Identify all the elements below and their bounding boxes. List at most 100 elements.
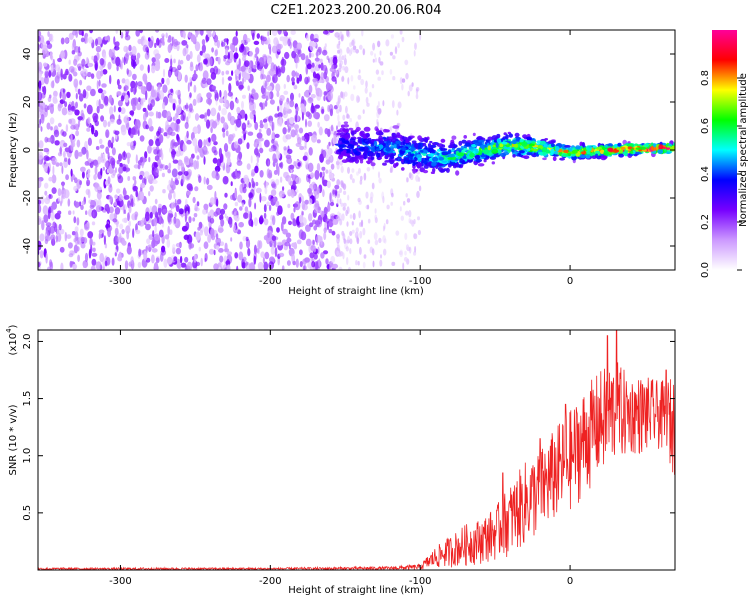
spectrogram-cell: [304, 138, 307, 149]
spectrogram-cell: [94, 165, 98, 176]
spectrogram-cell: [196, 54, 201, 63]
spectrogram-cell: [240, 43, 245, 51]
spectrogram-cell: [326, 180, 331, 189]
spectrogram-cell: [184, 203, 190, 214]
spectrogram-cell: [377, 171, 381, 179]
spectrogram-cell: [338, 137, 343, 141]
spectrogram-cell: [181, 174, 185, 184]
spectrogram-cell: [274, 133, 280, 138]
spectrogram-cell: [91, 221, 96, 226]
spectrogram-cell: [309, 222, 314, 228]
spectrogram-cell: [207, 212, 211, 217]
spectrogram-cell: [147, 244, 153, 251]
spectrogram-cell: [223, 203, 228, 210]
spectrogram-cell: [316, 49, 319, 60]
y-tick-label: -20: [22, 190, 33, 206]
spectrogram-cell: [53, 90, 58, 98]
spectrogram-cell: [242, 94, 246, 99]
spectrogram-cell: [224, 213, 227, 218]
spectrogram-cell: [408, 210, 412, 218]
spectrogram-cell: [204, 257, 207, 263]
spectrogram-cell: [337, 114, 340, 122]
spectrogram-cell: [291, 76, 295, 83]
spectrogram-cell: [38, 80, 42, 89]
spectrogram-cell: [362, 227, 366, 236]
spectrogram-cell: [135, 154, 138, 164]
spectrogram-cell: [167, 44, 172, 54]
spectrogram-cell: [347, 194, 350, 201]
spectrogram-cell: [232, 36, 239, 46]
spectrogram-cell: [340, 202, 344, 207]
spectrogram-cell: [50, 64, 54, 73]
spectrogram-cell: [343, 57, 347, 66]
spectrogram-cell: [112, 170, 116, 176]
spectrogram-cell: [216, 158, 221, 168]
spectrogram-cell: [339, 198, 342, 205]
spectrogram-cell: [188, 103, 193, 112]
spectrogram-cell: [184, 212, 187, 223]
spectrogram-cell: [153, 217, 158, 227]
spectrogram-cell: [82, 89, 87, 99]
spectrogram-cell: [51, 187, 57, 195]
spectrogram-cell: [378, 56, 381, 64]
spectrogram-cell: [399, 206, 402, 212]
spectrogram-cell: [157, 126, 162, 135]
spectrogram-cell: [308, 147, 313, 156]
spectrogram-cell: [463, 135, 468, 139]
spectrogram-cell: [370, 143, 375, 147]
spectrogram-cell: [148, 139, 154, 147]
spectrogram-cell: [325, 169, 329, 174]
spectrogram-cell: [207, 234, 212, 243]
spectrogram-cell: [124, 260, 129, 270]
spectrogram-cell: [161, 77, 165, 85]
spectrogram-cell: [332, 56, 338, 65]
spectrogram-cell: [415, 174, 419, 182]
spectrogram-cell: [136, 103, 142, 111]
spectrogram-cell: [269, 68, 275, 77]
spectrogram-cell: [118, 253, 122, 258]
spectrogram-cell: [267, 160, 270, 167]
spectrogram-cell: [319, 171, 323, 178]
spectrogram-cell: [357, 197, 361, 203]
spectrogram-cell: [287, 148, 293, 155]
spectrogram-cell: [595, 146, 603, 150]
spectrogram-cell: [331, 230, 336, 236]
spectrogram-cell: [349, 117, 352, 123]
spectrogram-cell: [186, 139, 192, 145]
spectrogram-cell: [354, 151, 361, 156]
spectrogram-cell: [307, 162, 314, 173]
spectrogram-cell: [355, 147, 360, 151]
spectrogram-cell: [95, 205, 102, 213]
colorbar-tick-label: 0.6: [700, 118, 711, 134]
spectrogram-cell: [206, 92, 212, 99]
spectrogram-cell: [46, 162, 49, 167]
spectrogram-cell: [203, 156, 206, 165]
spectrogram-cell: [121, 151, 128, 161]
spectrogram-cell: [215, 237, 222, 245]
spectrogram-x-label: Height of straight line (km): [288, 286, 424, 297]
spectrogram-cell: [374, 208, 377, 214]
spectrogram-cell: [526, 136, 533, 141]
spectrogram-cell: [319, 209, 323, 214]
spectrogram-cell: [293, 84, 298, 90]
spectrogram-cell: [242, 256, 247, 262]
spectrogram-cell: [192, 126, 199, 134]
spectrogram-cell: [299, 261, 303, 268]
spectrogram-cell: [363, 126, 371, 132]
spectrogram-cell: [195, 261, 201, 267]
spectrogram-cell: [215, 207, 222, 216]
spectrogram-cell: [234, 252, 239, 259]
spectrogram-cell: [114, 194, 118, 200]
spectrogram-cell: [455, 170, 460, 176]
spectrogram-cell: [395, 230, 400, 236]
spectrogram-cell: [148, 37, 151, 42]
spectrogram-cell: [38, 105, 44, 113]
spectrogram-cell: [237, 194, 243, 203]
spectrogram-cell: [405, 244, 410, 251]
spectrogram-cell: [473, 139, 480, 143]
spectrogram-cell: [78, 93, 84, 102]
spectrogram-cell: [146, 238, 151, 245]
spectrogram-cell: [290, 92, 294, 102]
spectrogram-cell: [170, 88, 174, 94]
spectrogram-cell: [132, 176, 137, 181]
